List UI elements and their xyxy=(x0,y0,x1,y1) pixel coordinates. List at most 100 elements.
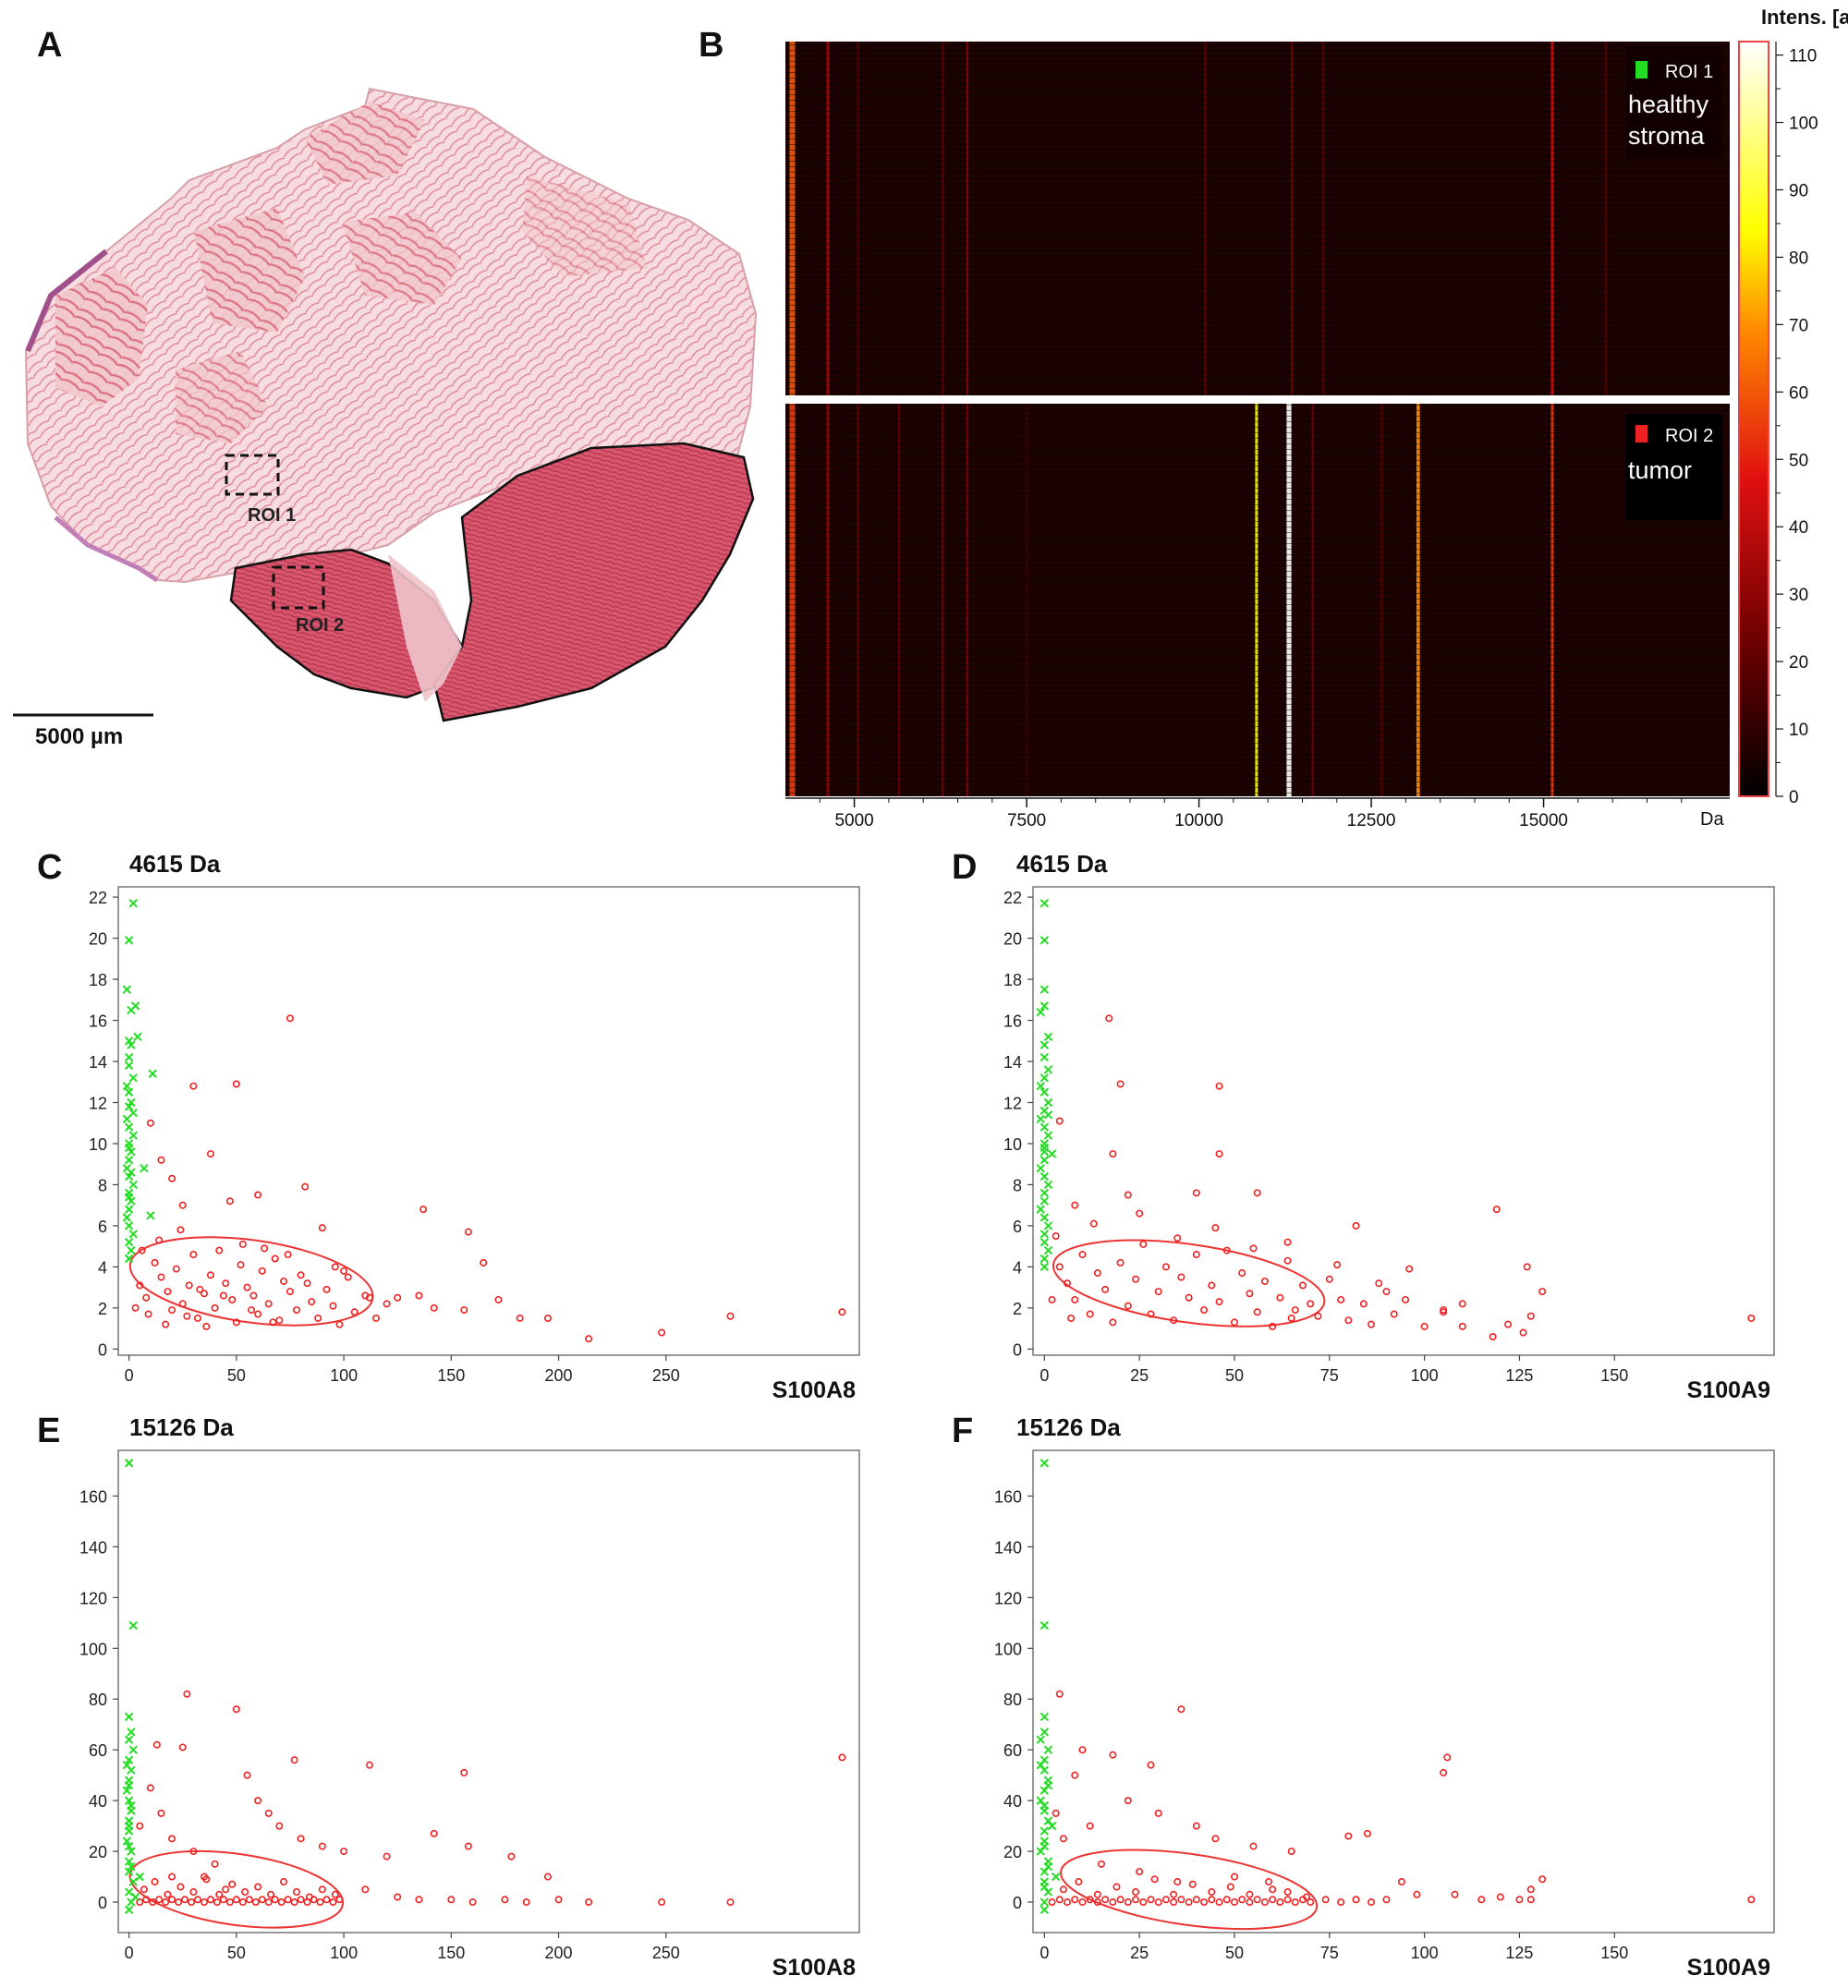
roi1-point-stroke-b xyxy=(124,1887,134,1897)
roi2-point-E-75 xyxy=(176,1883,185,1891)
roi1-point-stroke-b xyxy=(122,1114,132,1123)
roi1-point-C-35 xyxy=(122,1081,132,1091)
plot-frame-F xyxy=(1032,1449,1775,1933)
roi2-point-E-23 xyxy=(447,1896,456,1904)
roi1-point-F-25 xyxy=(1043,1780,1053,1790)
roi2-point-D-6 xyxy=(1192,1189,1200,1197)
roi2-point-D-63 xyxy=(1325,1275,1333,1283)
roi2-point-E-43 xyxy=(155,1896,164,1904)
roi2-point-F-66 xyxy=(1291,1898,1299,1907)
roi2-point-E-59 xyxy=(258,1896,266,1904)
roi2-point-D-39 xyxy=(1139,1240,1148,1248)
roi2-point-D-11 xyxy=(1352,1221,1360,1230)
roi2-point-F-59 xyxy=(1238,1896,1246,1904)
colorbar-tick-label-70: 70 xyxy=(1789,316,1808,335)
roi2-point-D-35 xyxy=(1109,1318,1117,1327)
roi2-point-F-45 xyxy=(1132,1896,1140,1904)
roi2-point-D-75 xyxy=(1136,1209,1144,1218)
x-axis-label-F: S100A9 xyxy=(1687,1955,1770,1981)
roi2-point-C-78 xyxy=(261,1244,269,1253)
roi2-point-D-12 xyxy=(1492,1206,1501,1214)
roi2-point-D-57 xyxy=(1276,1293,1284,1302)
roi2-point-E-26 xyxy=(522,1898,530,1907)
roi2-point-D-4 xyxy=(1109,1150,1117,1158)
roi2-point-F-77 xyxy=(1112,1883,1121,1891)
roi1-point-stroke-b xyxy=(124,1061,134,1071)
roi2-point-F-78 xyxy=(1132,1888,1140,1897)
roi2-point-D-64 xyxy=(1337,1295,1345,1303)
roi2-point-C-14 xyxy=(480,1258,488,1267)
roi1-point-E-24 xyxy=(122,1760,132,1770)
roi1-point-stroke-b xyxy=(1040,1897,1050,1907)
roi1-point-C-4 xyxy=(127,1005,136,1015)
roi1-point-stroke-b xyxy=(148,1069,157,1079)
roi2-point-D-44 xyxy=(1177,1273,1185,1281)
xtick-label-C-50: 50 xyxy=(227,1366,246,1385)
ytick-label-D-4: 4 xyxy=(1013,1258,1022,1277)
roi1-point-C-2 xyxy=(122,985,132,994)
roi2-point-E-52 xyxy=(213,1898,221,1907)
roi1-point-stroke-b xyxy=(1040,1841,1050,1851)
roi2-point-F-56 xyxy=(1215,1898,1223,1907)
roi2-point-F-21 xyxy=(1515,1896,1524,1904)
roi2-point-C-13 xyxy=(464,1228,472,1236)
roi2-point-D-2 xyxy=(1215,1082,1223,1090)
roi2-point-F-12 xyxy=(1249,1842,1258,1850)
roi1-point-C-28 xyxy=(122,1213,132,1222)
roi2-point-C-36 xyxy=(185,1281,193,1290)
xtick-label-D-100: 100 xyxy=(1411,1366,1439,1385)
roi1-point-stroke-b xyxy=(1040,1230,1050,1239)
roi2-point-F-61 xyxy=(1253,1896,1261,1904)
colorbar-tick-label-90: 90 xyxy=(1789,181,1808,200)
roi2-point-F-0 xyxy=(1055,1690,1064,1698)
roi1-point-E-27 xyxy=(124,1821,134,1831)
roi1-point-stroke-b xyxy=(122,1786,132,1795)
roi1-point-E-2 xyxy=(124,1712,134,1722)
heatmap-xtick-label-12500: 12500 xyxy=(1347,811,1396,830)
roi1-point-C-29 xyxy=(146,1211,155,1220)
roi1-point-stroke-b xyxy=(124,1122,134,1132)
ytick-label-D-22: 22 xyxy=(1003,889,1022,907)
roi1-point-stroke-b xyxy=(1051,1872,1061,1882)
roi2-point-D-47 xyxy=(1200,1306,1209,1315)
xtick-label-F-75: 75 xyxy=(1320,1944,1339,1962)
roi1-point-stroke-b xyxy=(124,1796,134,1805)
roi2-point-E-3 xyxy=(178,1743,187,1752)
roi2-point-E-82 xyxy=(267,1890,275,1898)
roi2-point-F-30 xyxy=(1136,1868,1144,1876)
roi2-point-F-39 xyxy=(1086,1896,1094,1904)
roi1-point-stroke-b xyxy=(1040,1087,1050,1097)
roi1-point-stroke-b xyxy=(1047,1821,1057,1831)
ytick-label-F-80: 80 xyxy=(1003,1691,1022,1709)
roi2-point-C-82 xyxy=(331,1263,339,1271)
roi2-point-D-15 xyxy=(1375,1279,1383,1288)
roi2-point-D-14 xyxy=(1333,1261,1342,1269)
roi2-point-D-38 xyxy=(1132,1275,1140,1283)
roi2-point-C-37 xyxy=(189,1251,198,1259)
roi1-point-stroke-b xyxy=(124,1755,134,1764)
roi2-point-C-65 xyxy=(383,1300,391,1308)
roi1-desc-line1: healthy xyxy=(1628,91,1709,118)
roi2-point-D-26 xyxy=(1747,1314,1756,1322)
roi1-point-E-5 xyxy=(128,1745,138,1754)
roi1-point-stroke-b xyxy=(124,1102,134,1111)
roi1-point-F-3 xyxy=(1040,1727,1050,1737)
roi1-point-F-0 xyxy=(1040,1459,1050,1468)
roi2-point-F-24 xyxy=(1526,1896,1535,1904)
roi1-point-stroke-b xyxy=(1043,1032,1053,1042)
roi2-point-D-49 xyxy=(1215,1298,1223,1306)
roi1-point-D-32 xyxy=(1040,1262,1050,1272)
roi2-point-E-0 xyxy=(183,1690,191,1698)
ytick-label-C-4: 4 xyxy=(98,1258,107,1277)
roi2-point-D-59 xyxy=(1291,1306,1299,1315)
roi2-point-F-37 xyxy=(1071,1896,1079,1904)
roi1-legend: ROI 1 healthy stroma xyxy=(1626,46,1722,159)
roi1-point-C-7 xyxy=(127,1040,136,1049)
ytick-label-C-0: 0 xyxy=(98,1340,107,1359)
roi2-point-D-3 xyxy=(1055,1117,1064,1125)
roi1-point-stroke-b xyxy=(1040,985,1050,994)
roi1-point-C-16 xyxy=(124,1122,134,1132)
roi2-point-F-79 xyxy=(1150,1875,1159,1884)
roi1-point-D-35 xyxy=(1040,1143,1050,1153)
roi2-point-E-28 xyxy=(585,1898,593,1907)
